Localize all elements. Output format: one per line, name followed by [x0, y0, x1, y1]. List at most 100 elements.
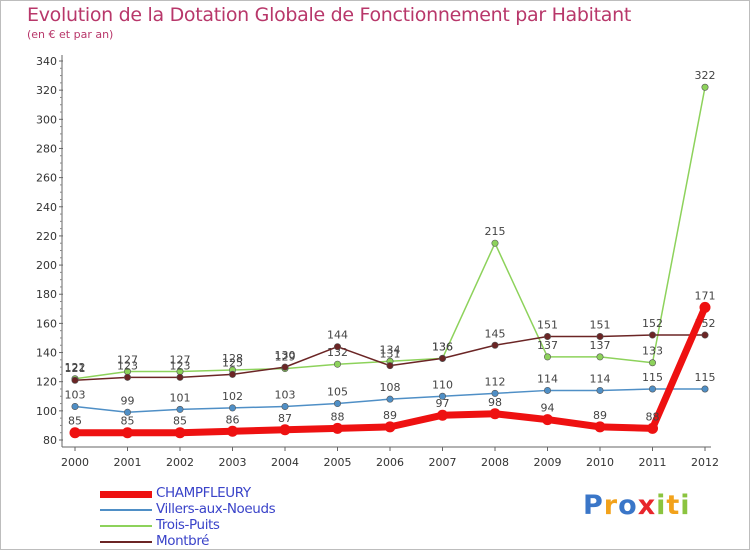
data-point [333, 343, 341, 351]
data-label: 144 [327, 329, 348, 342]
y-tick-label: 300 [36, 113, 57, 126]
data-label: 171 [695, 289, 716, 302]
data-point [648, 385, 656, 393]
data-point [543, 386, 551, 394]
x-tick-label: 2000 [61, 456, 89, 469]
data-label: 114 [590, 372, 611, 385]
data-label: 86 [226, 413, 240, 426]
data-label: 85 [68, 415, 82, 428]
data-point [281, 363, 289, 371]
x-tick-label: 2006 [376, 456, 404, 469]
data-point [701, 331, 709, 339]
data-label: 322 [695, 69, 716, 82]
legend-label: Trois-Puits [156, 517, 220, 533]
legend-swatch [100, 509, 152, 511]
legend-label: CHAMPFLEURY [156, 485, 251, 501]
data-point [69, 427, 81, 439]
data-point [543, 333, 551, 341]
data-point [438, 354, 446, 362]
data-point [491, 389, 499, 397]
x-tick-label: 2011 [639, 456, 667, 469]
data-point [124, 373, 132, 381]
data-point [71, 402, 79, 410]
data-label: 103 [275, 388, 296, 401]
data-label: 152 [642, 317, 663, 330]
data-label: 127 [117, 353, 138, 366]
data-label: 128 [222, 352, 243, 365]
data-label: 108 [380, 381, 401, 394]
data-label: 137 [590, 339, 611, 352]
data-point [648, 331, 656, 339]
y-tick-label: 80 [43, 434, 57, 447]
x-tick-label: 2005 [324, 456, 352, 469]
chart-subtitle: (en € et par an) [27, 28, 114, 41]
data-point [176, 405, 184, 413]
data-label: 115 [642, 371, 663, 384]
data-label: 99 [121, 394, 135, 407]
data-label: 130 [275, 349, 296, 362]
y-tick-label: 220 [36, 230, 57, 243]
y-tick-label: 280 [36, 142, 57, 155]
data-point [279, 424, 291, 436]
data-label: 87 [278, 412, 292, 425]
data-point [332, 422, 343, 434]
data-label: 97 [436, 397, 450, 410]
y-tick-label: 260 [36, 172, 57, 185]
series-champfleury: 85 85 85 86 87 88 89 97 98 94 89 88 171 [68, 289, 716, 439]
data-label: 98 [488, 396, 502, 409]
data-point [176, 373, 184, 381]
legend-swatch [100, 541, 152, 543]
x-tick-label: 2001 [114, 456, 142, 469]
data-point [386, 395, 394, 403]
data-label: 88 [331, 410, 345, 423]
x-tick-label: 2002 [166, 456, 194, 469]
data-label: 129 [275, 351, 296, 364]
data-label: 102 [222, 390, 243, 403]
legend-swatch [100, 525, 152, 527]
data-point [594, 421, 606, 433]
data-point [491, 239, 499, 247]
data-point [701, 385, 709, 393]
data-point [281, 402, 289, 410]
x-tick-label: 2007 [429, 456, 457, 469]
data-label: 145 [485, 327, 506, 340]
data-point [437, 409, 448, 421]
data-label: 88 [646, 410, 660, 423]
data-point [386, 362, 394, 370]
data-label: 123 [117, 359, 138, 372]
data-point [701, 83, 709, 91]
data-label: 105 [327, 386, 348, 399]
y-tick-label: 160 [36, 317, 57, 330]
data-label: 134 [380, 343, 401, 356]
x-tick-label: 2012 [691, 456, 719, 469]
data-label: 114 [537, 372, 558, 385]
proxiti-logo: Proxiti [583, 490, 691, 521]
data-point [596, 353, 604, 361]
data-label: 151 [590, 319, 611, 332]
legend-label: Montbré [156, 533, 210, 549]
data-label: 103 [65, 388, 86, 401]
x-tick-label: 2004 [271, 456, 299, 469]
y-tick-label: 340 [36, 55, 57, 68]
data-label: 136 [432, 340, 453, 353]
data-label: 85 [121, 415, 135, 428]
data-label: 123 [170, 359, 191, 372]
data-point [124, 408, 132, 416]
data-label: 121 [65, 362, 86, 375]
legend-swatch [100, 490, 152, 498]
data-point [596, 386, 604, 394]
data-point [438, 392, 446, 400]
series-line [74, 86, 706, 380]
data-point [174, 427, 186, 439]
data-label: 215 [485, 225, 506, 238]
data-point [489, 408, 501, 420]
data-label: 112 [485, 375, 506, 388]
data-label: 94 [541, 402, 555, 415]
data-label: 115 [695, 371, 716, 384]
data-point [491, 341, 499, 349]
data-point [229, 370, 237, 378]
data-label: 101 [170, 391, 191, 404]
data-label: 85 [173, 415, 187, 428]
y-tick-label: 180 [36, 288, 57, 301]
